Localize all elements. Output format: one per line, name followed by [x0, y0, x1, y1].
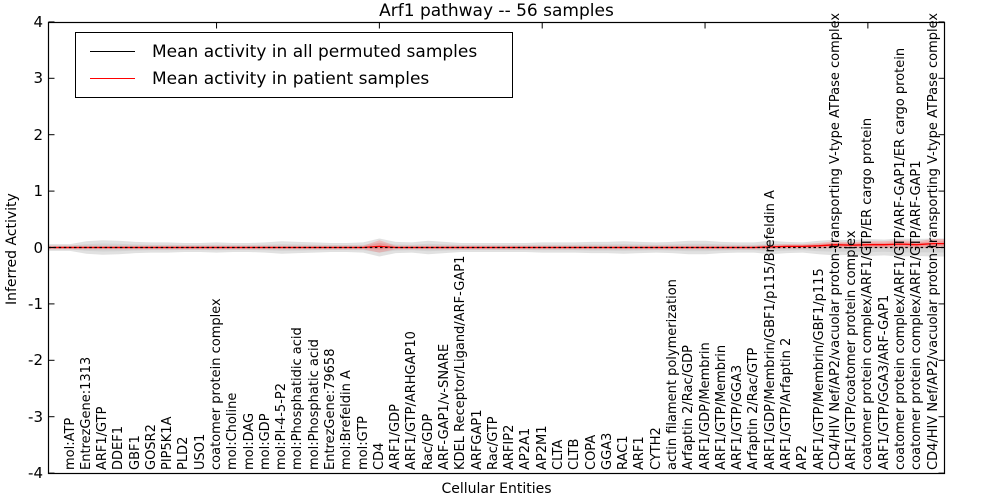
x-tick-label: ARF1/GTP/coatomer protein complex — [844, 230, 860, 470]
x-tick-label: ARF1/GTP/ARHGAP10 — [404, 331, 420, 470]
y-tick-label: 4 — [33, 12, 43, 31]
x-tick-label: mol:DAG — [241, 412, 257, 470]
x-tick-label: GGA3 — [599, 432, 615, 470]
y-tick-label: 3 — [33, 69, 43, 88]
y-tick-label: -4 — [28, 464, 43, 483]
x-tick-label: ARF1/GDP/Membrin — [697, 342, 713, 470]
legend-item: Mean activity in all permuted samples — [76, 38, 512, 65]
x-tick-label: Arfaptin 2/Rac/GDP — [681, 345, 697, 470]
x-tick-label: mol:GDP — [257, 413, 273, 470]
x-tick-label: ARF1/GTP/Membrin — [713, 344, 729, 470]
x-tick-label: EntrezGene:1313 — [78, 356, 94, 470]
x-tick-label: ARF1/GTP/Membrin/GBF1/p115 — [811, 268, 827, 470]
x-tick-label: RAC1 — [616, 435, 632, 470]
x-tick-label: ARF1/GTP/Arfaptin 2 — [778, 337, 794, 470]
x-tick-label: ARF1/GDP — [388, 404, 404, 470]
x-tick-label: mol:ATP — [62, 417, 78, 470]
x-tick-label: mol:Phosphatic acid — [306, 339, 322, 470]
legend-line-swatch — [90, 51, 135, 52]
x-tick-label: ARFIP2 — [502, 424, 518, 470]
x-tick-label: Rac/GTP — [485, 416, 501, 470]
y-tick-label: 0 — [33, 238, 43, 257]
x-tick-label: ARF1/GTP/GGA3 — [730, 364, 746, 470]
x-tick-label: ARF1/GDP/Membrin/GBF1/p115/Brefeldin A — [762, 190, 778, 470]
x-tick-label: coatomer protein complex/ARF1/GTP/ARF-GA… — [892, 47, 908, 470]
y-tick-label: -3 — [28, 407, 43, 426]
chart-title: Arf1 pathway -- 56 samples — [379, 1, 614, 21]
y-tick-label: -2 — [28, 351, 43, 370]
x-tick-label: AP2 — [795, 444, 811, 470]
x-tick-label: CYTH2 — [648, 427, 664, 470]
x-tick-label: COPA — [583, 434, 599, 470]
x-tick-label: coatomer protein complex — [209, 298, 225, 470]
x-tick-label: DDEF1 — [111, 426, 127, 470]
x-tick-label: PIP5K1A — [160, 416, 176, 470]
x-tick-label: Arfaptin 2/Rac/GTP — [746, 347, 762, 470]
x-tick-label: CD4 — [371, 442, 387, 470]
y-tick-label: 1 — [33, 182, 43, 201]
x-tick-label: coatomer protein complex/ARF1/GTP/ARF-GA… — [909, 160, 925, 470]
y-axis-label: Inferred Activity — [4, 193, 20, 305]
x-tick-label: USO1 — [192, 433, 208, 470]
legend-item: Mean activity in patient samples — [76, 65, 512, 92]
x-tick-label: mol:GTP — [355, 416, 371, 470]
legend: Mean activity in all permuted samples Mea… — [75, 32, 513, 98]
y-tick-label: -1 — [28, 294, 43, 313]
x-tick-label: ARF1/GTP — [95, 406, 111, 470]
x-tick-label: GBF1 — [127, 435, 143, 470]
x-tick-label: Rac/GDP — [420, 413, 436, 470]
legend-label: Mean activity in all permuted samples — [152, 41, 478, 62]
x-tick-label: CD4/HIV Nef/AP2/vacuolar proton-transpor… — [925, 12, 941, 470]
x-tick-label: KDEL Receptor/Ligand/ARF-GAP1 — [453, 255, 469, 470]
x-tick-label: ARF1/GTP/GGA3/ARF-GAP1 — [876, 294, 892, 470]
x-tick-label: mol:Brefeldin A — [339, 370, 355, 470]
legend-label: Mean activity in patient samples — [152, 68, 430, 89]
x-tick-label: coatomer protein complex/ARF1/GTP/ER car… — [860, 117, 876, 470]
x-tick-label: EntrezGene:79658 — [323, 348, 339, 470]
x-tick-label: ARFGAP1 — [469, 409, 485, 470]
x-tick-label: mol:Choline — [225, 392, 241, 470]
x-tick-label: AP2A1 — [518, 427, 534, 470]
x-axis-label: Cellular Entities — [441, 481, 552, 497]
x-tick-label: mol:PI-4-5-P2 — [274, 382, 290, 470]
x-tick-label: CD4/HIV Nef/AP2/vacuolar proton-transpor… — [827, 12, 843, 470]
x-tick-label: ARF-GAP1/v-SNARE — [437, 343, 452, 470]
x-tick-label: AP2M1 — [534, 425, 550, 471]
x-tick-label: ARF1 — [632, 436, 648, 470]
x-tick-label: GOSR2 — [143, 424, 159, 470]
legend-line-swatch — [90, 78, 135, 79]
x-tick-label: PLD2 — [176, 436, 192, 470]
x-tick-label: CLTB — [567, 438, 583, 470]
x-tick-label: CLTA — [550, 439, 566, 470]
x-tick-label: actin filament polymerization — [664, 279, 680, 470]
band-patient-samples-spread — [48, 239, 945, 253]
y-tick-label: 2 — [33, 125, 43, 144]
x-tick-label: mol:Phosphatidic acid — [290, 327, 306, 470]
